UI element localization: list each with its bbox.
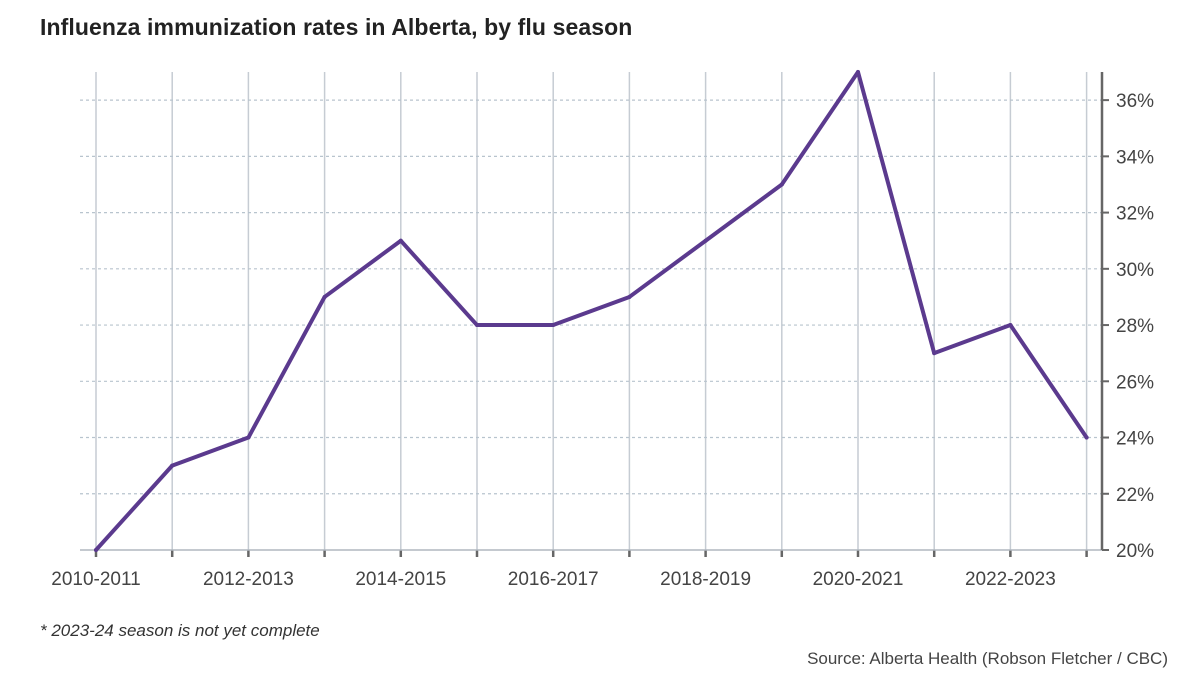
series-layer: [94, 70, 1089, 552]
data-point-2021-2022: [932, 351, 937, 356]
data-point-2014-2015: [398, 238, 403, 243]
data-point-2013-2014: [322, 294, 327, 299]
data-point-2022-2023: [1008, 323, 1013, 328]
y-tick-labels: 20% 22% 24% 26% 28% 30% 32% 34% 36%: [1116, 91, 1154, 562]
line-chart: 2010-2011 2012-2013 2014-2015 2016-2017 2018…: [51, 70, 1154, 590]
source-credit: Source: Alberta Health (Robson Fletcher …: [807, 649, 1168, 668]
data-point-2011-2012: [170, 463, 175, 468]
x-tick-label-2022-2023: 2022-2023: [965, 569, 1056, 590]
vertical-gridlines: [95, 72, 1088, 550]
y-tick-label-28: 28%: [1116, 316, 1154, 337]
x-tick-label-2012-2013: 2012-2013: [203, 569, 294, 590]
y-tick-label-34: 34%: [1116, 147, 1154, 168]
data-point-2017-2018: [627, 294, 632, 299]
chart-title: Influenza immunization rates in Alberta,…: [40, 14, 633, 40]
y-tick-label-24: 24%: [1116, 429, 1154, 450]
y-tick-label-30: 30%: [1116, 260, 1154, 281]
data-point-2020-2021: [856, 70, 860, 74]
data-point-2023-2024: [1084, 435, 1089, 440]
x-tick-label-2016-2017: 2016-2017: [508, 569, 599, 590]
series-line-0: [94, 70, 1089, 552]
data-point-2012-2013: [246, 435, 251, 440]
data-point-2015-2016: [475, 323, 479, 328]
y-tick-label-22: 22%: [1116, 485, 1154, 506]
data-point-2019-2020: [779, 182, 784, 187]
data-point-2010-2011: [94, 548, 98, 552]
y-tick-label-36: 36%: [1116, 91, 1154, 112]
data-point-2016-2017: [551, 323, 556, 328]
y-tick-label-26: 26%: [1116, 372, 1154, 393]
y-tick-label-20: 20%: [1116, 541, 1154, 562]
data-point-2018-2019: [703, 238, 708, 243]
x-tick-label-2010-2011: 2010-2011: [51, 569, 140, 590]
x-tick-label-2018-2019: 2018-2019: [660, 569, 751, 590]
x-tick-label-2020-2021: 2020-2021: [813, 569, 904, 590]
footnote: * 2023-24 season is not yet complete: [40, 621, 320, 640]
x-tick-label-2014-2015: 2014-2015: [355, 569, 446, 590]
horizontal-gridlines: [80, 99, 1102, 495]
y-tick-label-32: 32%: [1116, 204, 1154, 225]
axes: [80, 72, 1109, 557]
x-tick-labels: 2010-2011 2012-2013 2014-2015 2016-2017 2018…: [51, 569, 1056, 590]
